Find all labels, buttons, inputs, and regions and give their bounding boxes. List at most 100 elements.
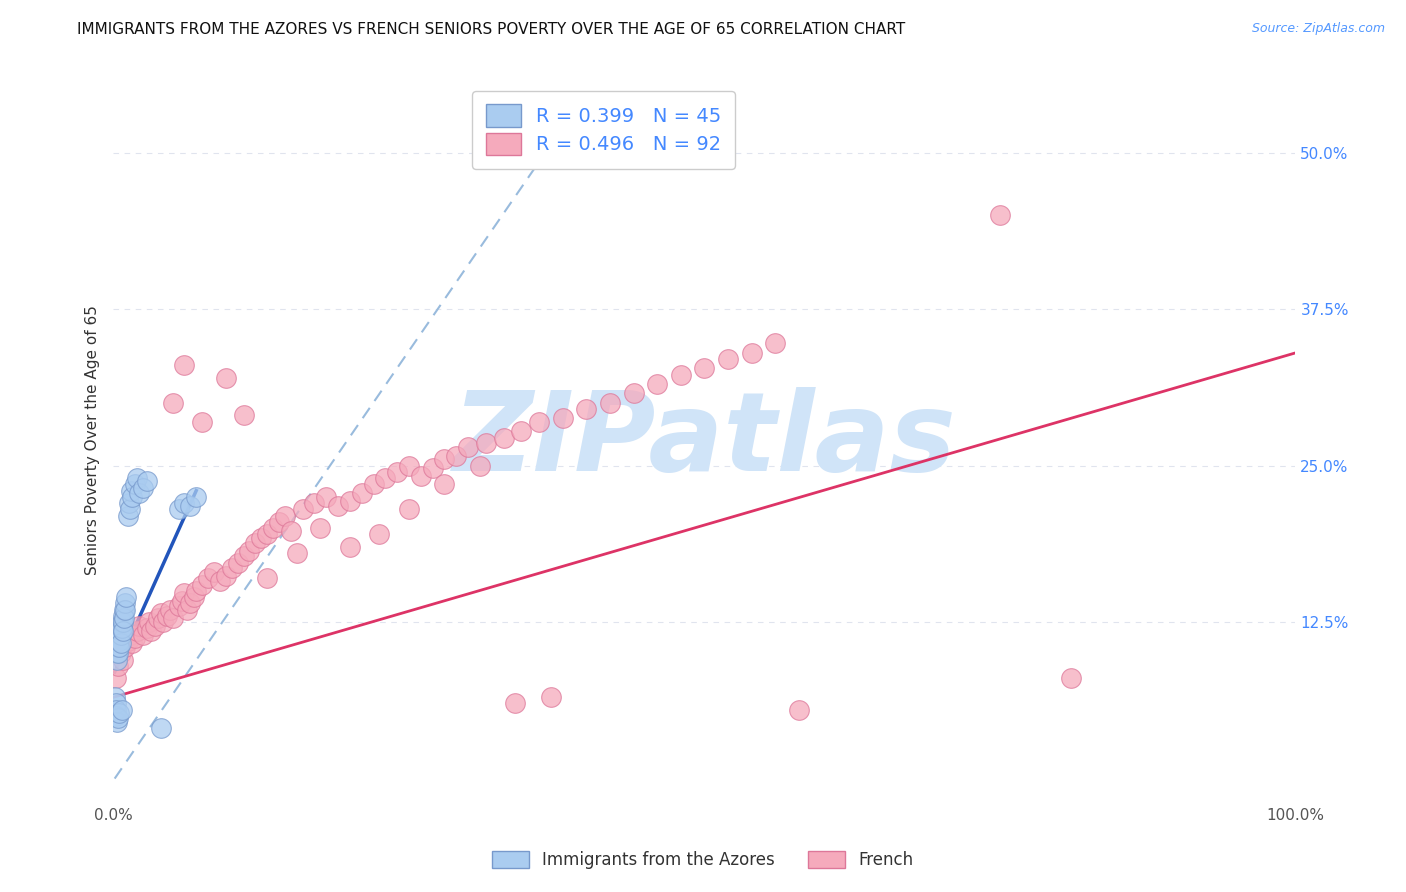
Point (162, 611, 184, 625)
Point (315, 490, 337, 504)
Point (176, 602, 198, 616)
Point (111, 615, 134, 629)
Point (468, 458, 491, 473)
Point (114, 640, 136, 654)
Point (127, 471, 149, 485)
Point (350, 486, 373, 500)
Point (111, 621, 134, 635)
Point (326, 499, 349, 513)
Point (105, 646, 128, 660)
Point (105, 640, 128, 654)
Point (505, 697, 527, 711)
Point (135, 474, 157, 488)
Point (117, 633, 139, 648)
Point (110, 621, 132, 635)
Point (112, 611, 135, 625)
Point (124, 477, 146, 491)
Point (132, 481, 155, 495)
Point (741, 346, 763, 360)
Legend: R = 0.399   N = 45, R = 0.496   N = 92: R = 0.399 N = 45, R = 0.496 N = 92 (472, 91, 735, 169)
Point (132, 627, 155, 641)
Point (280, 524, 302, 538)
Point (186, 490, 208, 504)
Point (385, 465, 408, 479)
Point (112, 602, 135, 616)
Point (159, 602, 181, 616)
Point (398, 502, 420, 516)
Point (148, 611, 170, 625)
Point (669, 368, 692, 383)
Point (104, 672, 127, 686)
Text: IMMIGRANTS FROM THE AZORES VS FRENCH SENIORS POVERTY OVER THE AGE OF 65 CORRELAT: IMMIGRANTS FROM THE AZORES VS FRENCH SEN… (77, 22, 905, 37)
Point (285, 546, 308, 560)
Point (120, 483, 142, 498)
Point (267, 515, 290, 529)
Point (149, 722, 172, 736)
Point (170, 594, 193, 608)
Point (262, 521, 284, 535)
Point (368, 527, 391, 541)
Point (107, 633, 129, 648)
Point (398, 458, 420, 473)
Point (124, 632, 146, 646)
Point (433, 452, 456, 467)
Point (510, 424, 533, 438)
Point (118, 627, 141, 641)
Point (988, 208, 1011, 222)
Point (104, 709, 127, 723)
Point (197, 571, 219, 585)
Point (492, 431, 515, 445)
Point (256, 571, 278, 585)
Point (173, 359, 195, 373)
Point (143, 619, 166, 633)
Point (221, 561, 243, 575)
Point (104, 690, 127, 705)
Point (111, 615, 134, 629)
Point (599, 396, 621, 410)
Point (121, 490, 143, 504)
Point (104, 703, 127, 717)
Point (238, 543, 260, 558)
Point (433, 477, 456, 491)
Point (128, 619, 150, 633)
Point (256, 527, 278, 541)
Point (138, 615, 160, 629)
Point (107, 711, 129, 725)
Point (250, 531, 273, 545)
Point (623, 386, 645, 401)
Point (108, 706, 131, 721)
Point (215, 568, 238, 582)
Point (291, 502, 314, 516)
Point (551, 411, 574, 425)
Point (110, 636, 132, 650)
Point (232, 549, 254, 563)
Point (117, 508, 139, 523)
Point (191, 577, 214, 591)
Y-axis label: Seniors Poverty Over the Age of 65: Seniors Poverty Over the Age of 65 (86, 306, 100, 575)
Point (215, 371, 238, 385)
Point (111, 703, 134, 717)
Point (339, 540, 361, 554)
Point (111, 624, 134, 638)
Point (107, 640, 129, 654)
Point (108, 627, 131, 641)
Point (108, 633, 131, 648)
Text: ZIPatlas: ZIPatlas (453, 387, 956, 494)
Point (128, 486, 150, 500)
Point (114, 602, 136, 616)
Text: Source: ZipAtlas.com: Source: ZipAtlas.com (1251, 22, 1385, 36)
Point (162, 396, 184, 410)
Legend: Immigrants from the Azores, French: Immigrants from the Azores, French (482, 841, 924, 880)
Point (110, 627, 132, 641)
Point (191, 415, 214, 429)
Point (111, 653, 134, 667)
Point (446, 449, 468, 463)
Point (156, 608, 179, 623)
Point (274, 508, 297, 523)
Point (339, 493, 361, 508)
Point (540, 690, 562, 705)
Point (110, 646, 132, 660)
Point (304, 496, 326, 510)
Point (763, 335, 786, 350)
Point (152, 615, 174, 629)
